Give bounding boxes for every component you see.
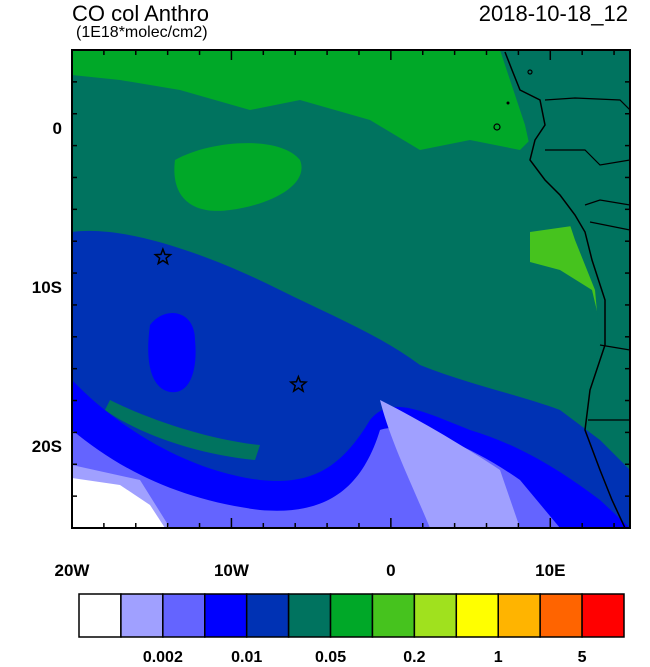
lat-label: 20S	[31, 437, 62, 457]
border-line-1	[544, 97, 630, 111]
colorbar-label: 0.01	[231, 649, 263, 666]
colorbar-swatch	[245, 593, 290, 638]
colorbar-swatch	[162, 593, 206, 638]
field-band-north	[72, 50, 630, 150]
colorbar-swatch	[413, 593, 458, 638]
border-line-5	[599, 344, 630, 351]
colorbar-swatch	[371, 593, 416, 638]
lon-label: 10W	[213, 561, 249, 580]
lon-label: 10E	[535, 561, 566, 580]
island-2	[506, 101, 510, 105]
colorbar-label: 0.002	[142, 649, 183, 666]
colorbar-label: 5	[577, 649, 587, 666]
border-line-3	[584, 199, 630, 206]
field-band-white	[72, 478, 165, 528]
colorbar-label: 0.05	[314, 649, 347, 666]
units-label: (1E18*molec/cm2)	[76, 24, 208, 41]
map-field	[72, 50, 630, 528]
island-1	[493, 123, 501, 131]
star-marker-north	[153, 246, 173, 266]
colorbar-swatch	[120, 593, 164, 638]
colorbar-label: 0.2	[403, 649, 426, 666]
lat-label: 0	[52, 118, 62, 138]
field-band-lighter	[380, 400, 520, 528]
field-blob-west	[174, 143, 302, 211]
colorbar-swatch	[539, 593, 583, 638]
datetime-label: 2018-10-18_12	[478, 1, 628, 26]
border-line-2	[545, 149, 630, 166]
colorbar-swatch	[581, 593, 625, 638]
colorbar-swatch	[329, 593, 374, 638]
colorbar-swatch	[455, 593, 499, 638]
map-title: CO col Anthro	[72, 1, 209, 26]
lon-label: 20W	[54, 561, 90, 580]
colorbar-swatch	[287, 593, 332, 638]
colorbar-swatch	[78, 593, 122, 638]
lat-label: 10S	[31, 278, 62, 297]
tick-marks	[71, 49, 630, 529]
field-streak	[105, 400, 260, 460]
map-frame	[71, 49, 631, 529]
coastline	[504, 51, 626, 528]
field-blob-inner	[148, 313, 196, 393]
field-land	[500, 50, 630, 528]
colorbar-label: 1	[493, 649, 503, 666]
station-markers	[153, 246, 308, 393]
lon-label: 0	[386, 561, 396, 580]
colorbar-swatch	[497, 593, 541, 638]
star-marker-south	[288, 374, 308, 393]
colorbar-swatch	[204, 593, 248, 638]
border-line-4	[589, 221, 630, 231]
island-3	[527, 69, 533, 75]
